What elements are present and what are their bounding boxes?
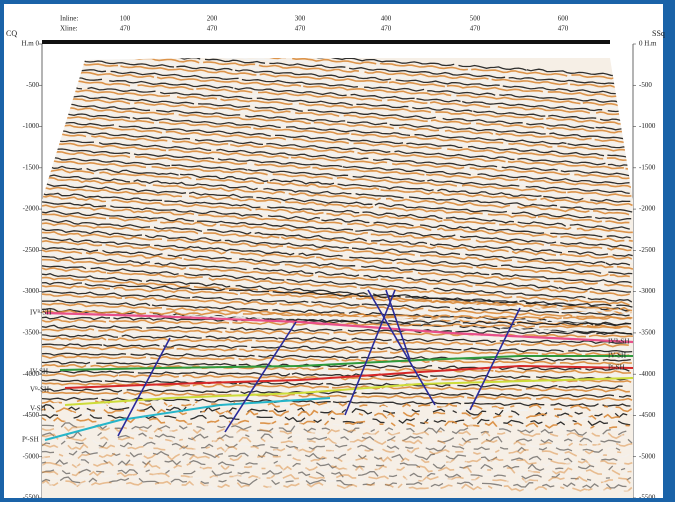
inline-number: 400 [381, 15, 392, 23]
horizon-label: Pᶠ-SH [22, 436, 39, 444]
inline-number: 300 [295, 15, 306, 23]
horizon-label: V-SH [30, 405, 46, 413]
right-tick-label: -2000 [639, 205, 656, 213]
right-tick-label: -4000 [639, 370, 656, 378]
horizon-label: IVᴮ-SH [30, 309, 51, 317]
right-tick-label: -3500 [639, 329, 656, 337]
seismic-figure: CQ SSq Inline: Xline: 100 470 200 470 300 470… [0, 0, 675, 502]
left-tick-label: H.m 0 [22, 40, 40, 48]
inline-number: 500 [470, 15, 481, 23]
right-tick-label: -500 [639, 81, 652, 89]
inline-label: Inline: [60, 15, 78, 23]
left-code: CQ [6, 29, 17, 38]
right-tick-label: -2500 [639, 246, 656, 254]
right-code: SSq [652, 29, 665, 38]
xline-number: 470 [295, 25, 306, 33]
right-tick-label: 0 H.m [639, 40, 657, 48]
left-tick-label: -1500 [23, 163, 40, 171]
left-tick-label: -3500 [23, 329, 40, 337]
xline-number: 470 [120, 25, 131, 33]
left-tick-label: -1000 [23, 122, 40, 130]
xline-number: 470 [207, 25, 218, 33]
right-tick-label: -4500 [639, 411, 656, 419]
xline-number: 470 [470, 25, 481, 33]
inline-number: 200 [207, 15, 218, 23]
horizon-label: Pᶠ-SH [608, 364, 625, 372]
inline-number: 600 [558, 15, 569, 23]
inline-number: 100 [120, 15, 131, 23]
left-tick-label: -500 [26, 81, 39, 89]
left-tick-label: -5000 [23, 452, 40, 460]
xline-number: 470 [381, 25, 392, 33]
xline-number: 470 [558, 25, 569, 33]
horizon-label: Vᴮ-SH [30, 386, 49, 394]
right-tick-label: -1000 [639, 122, 656, 130]
xline-label: Xline: [60, 25, 78, 33]
horizon-label: IV-SH [30, 368, 48, 376]
right-tick-label: -1500 [639, 163, 656, 171]
right-tick-label: -5000 [639, 452, 656, 460]
left-tick-label: -3000 [23, 287, 40, 295]
left-tick-label: -2000 [23, 205, 40, 213]
horizon-label: IVᴮ-SH [608, 338, 629, 346]
left-tick-label: -2500 [23, 246, 40, 254]
horizon-label: IV-SH [608, 352, 626, 360]
seismic-section [42, 41, 633, 498]
ruler-bar [42, 40, 610, 44]
right-tick-label: -3000 [639, 287, 656, 295]
